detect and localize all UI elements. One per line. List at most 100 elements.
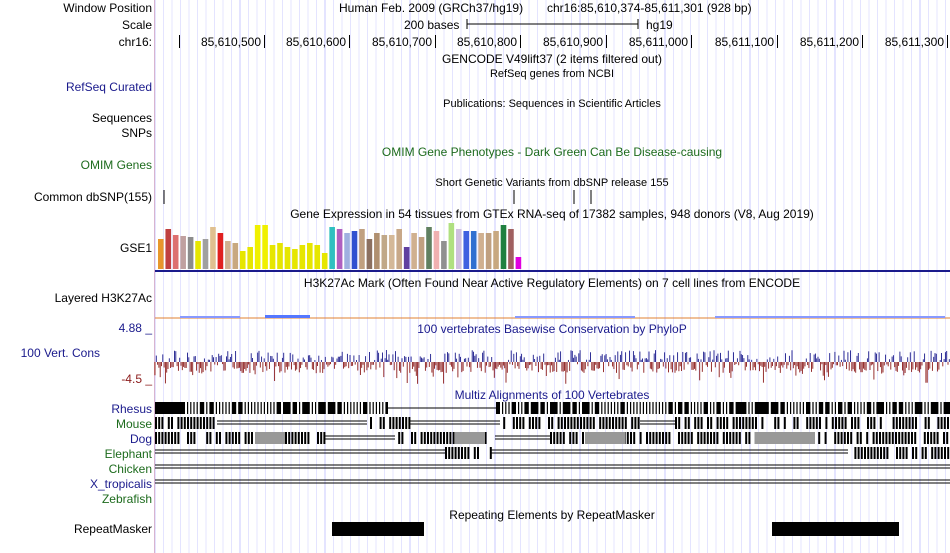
gtex-tissue-bar[interactable] <box>225 241 231 269</box>
track-label-cons[interactable]: 100 Vert. Cons <box>20 346 100 360</box>
gtex-tissue-bar[interactable] <box>307 243 313 269</box>
ruler-tick <box>691 35 692 48</box>
gtex-tissue-bar[interactable] <box>321 253 328 269</box>
gtex-tissue-bar[interactable] <box>366 239 373 269</box>
ruler-tick-label: 85,611,100 <box>714 35 774 49</box>
ruler-tick <box>947 35 948 48</box>
track-title-omim[interactable]: OMIM Gene Phenotypes - Dark Green Can Be… <box>381 145 723 159</box>
gtex-tissue-bar[interactable] <box>232 243 239 269</box>
gtex-tissue-bar[interactable] <box>500 225 507 269</box>
phylop-max-label: 4.88 _ <box>118 321 152 335</box>
track-title-gencode[interactable]: GENCODE V49lift37 (2 items filtered out) <box>441 52 663 66</box>
gtex-tissue-bar[interactable] <box>403 247 410 269</box>
species-label-dog[interactable]: Dog <box>129 432 152 446</box>
gtex-tissue-bar[interactable] <box>493 231 499 269</box>
gtex-tissue-bar[interactable] <box>448 223 455 269</box>
gtex-tissue-bar[interactable] <box>299 245 306 269</box>
h3k27ac-peak <box>515 316 635 318</box>
track-label-common-dbsnp[interactable]: Common dbSNP(155) <box>33 190 152 204</box>
track-title-multiz[interactable]: Multiz Alignments of 100 Vertebrates <box>454 388 650 402</box>
label-window-position[interactable]: Window Position <box>63 1 152 15</box>
gtex-tissue-bar[interactable] <box>314 245 321 269</box>
gtex-tissue-bar[interactable] <box>336 229 343 269</box>
track-label-gse1[interactable]: GSE1 <box>119 241 152 255</box>
gtex-tissue-bar[interactable] <box>277 243 283 269</box>
gtex-tissue-bar[interactable] <box>344 233 350 269</box>
track-title-publications[interactable]: Publications: Sequences in Scientific Ar… <box>443 98 661 110</box>
ruler-tick <box>606 35 607 48</box>
gtex-tissue-bar[interactable] <box>485 233 492 269</box>
gtex-tissue-bar[interactable] <box>508 229 514 269</box>
species-label-mouse[interactable]: Mouse <box>115 417 152 431</box>
track-title-dbsnp[interactable]: Short Genetic Variants from dbSNP releas… <box>435 177 669 189</box>
track-label-repeatmasker[interactable]: RepeatMasker <box>73 522 152 536</box>
h3k27ac-peak <box>715 316 945 318</box>
track-label-snps[interactable]: SNPs <box>121 126 152 140</box>
track-label-omim[interactable]: OMIM Genes <box>80 158 152 172</box>
track-title-refseq[interactable]: RefSeq genes from NCBI <box>489 68 615 80</box>
gtex-tissue-bar[interactable] <box>210 227 216 269</box>
gtex-bar-chart[interactable] <box>155 222 950 274</box>
gtex-tissue-bar[interactable] <box>262 225 268 269</box>
ruler-tick <box>777 35 778 48</box>
gtex-tissue-bar[interactable] <box>247 247 253 269</box>
species-label-xtropicalis[interactable]: X_tropicalis <box>89 477 152 491</box>
gtex-tissue-bar[interactable] <box>388 235 395 269</box>
label-chrom[interactable]: chr16: <box>118 35 152 49</box>
h3k27ac-signal[interactable] <box>155 310 950 322</box>
gtex-tissue-bar[interactable] <box>165 229 172 269</box>
gtex-tissue-bar[interactable] <box>187 237 194 269</box>
gtex-tissue-bar[interactable] <box>195 241 201 269</box>
gtex-tissue-bar[interactable] <box>441 241 447 269</box>
gtex-tissue-bar[interactable] <box>456 229 462 269</box>
gtex-tissue-bar[interactable] <box>217 233 224 269</box>
species-label-elephant[interactable]: Elephant <box>104 447 152 461</box>
gtex-tissue-bar[interactable] <box>292 249 298 269</box>
gtex-tissue-bar[interactable] <box>284 247 291 269</box>
gtex-tissue-bar[interactable] <box>158 239 164 269</box>
gtex-tissue-bar[interactable] <box>470 231 477 269</box>
ruler-tick <box>349 35 350 48</box>
dbsnp-variants[interactable] <box>160 188 950 206</box>
gtex-tissue-bar[interactable] <box>396 229 402 269</box>
track-label-h3k27ac[interactable]: Layered H3K27Ac <box>54 291 152 305</box>
gtex-tissue-bar[interactable] <box>463 231 470 269</box>
gtex-tissue-bar[interactable] <box>426 227 432 269</box>
h3k27ac-peak <box>265 315 310 318</box>
gtex-tissue-bar[interactable] <box>418 237 425 269</box>
gtex-tissue-bar[interactable] <box>374 233 380 269</box>
track-title-h3k27ac[interactable]: H3K27Ac Mark (Often Found Near Active Re… <box>303 276 801 290</box>
track-title-repeats[interactable]: Repeating Elements by RepeatMasker <box>449 508 655 522</box>
gtex-tissue-bar[interactable] <box>351 231 358 269</box>
gtex-tissue-bar[interactable] <box>433 231 440 269</box>
track-title-gtex[interactable]: Gene Expression in 54 tissues from GTEx … <box>290 207 814 221</box>
ruler-tick <box>520 35 521 48</box>
track-label-sequences[interactable]: Sequences <box>91 111 152 125</box>
species-label-zebrafish[interactable]: Zebrafish <box>101 492 152 506</box>
gtex-tissue-bar[interactable] <box>359 229 365 269</box>
ruler-tick-label: 85,610,700 <box>371 35 432 49</box>
gtex-tissue-bar[interactable] <box>411 233 417 269</box>
repeatmasker-blocks[interactable] <box>155 520 950 540</box>
gtex-tissue-bar[interactable] <box>239 251 246 269</box>
gtex-tissue-bar[interactable] <box>254 225 261 269</box>
species-label-chicken[interactable]: Chicken <box>108 462 152 476</box>
gtex-tissue-bar[interactable] <box>478 233 484 269</box>
gtex-tissue-bar[interactable] <box>269 245 276 269</box>
ruler-tick-label: 85,610,800 <box>456 35 517 49</box>
phylop-wiggle[interactable] <box>154 338 950 386</box>
h3k27ac-peak <box>180 316 240 318</box>
track-label-refseq[interactable]: RefSeq Curated <box>65 80 152 94</box>
gtex-tissue-bar[interactable] <box>180 236 186 269</box>
gtex-tissue-bar[interactable] <box>172 235 179 269</box>
multiz-alignments[interactable] <box>155 400 950 500</box>
species-label-rhesus[interactable]: Rhesus <box>111 402 152 416</box>
gtex-tissue-bar[interactable] <box>515 257 522 269</box>
track-title-phylop[interactable]: 100 vertebrates Basewise Conservation by… <box>417 322 687 336</box>
ruler-tick-label: 85,611,000 <box>628 35 688 49</box>
label-scale[interactable]: Scale <box>121 18 152 32</box>
gtex-tissue-bar[interactable] <box>381 235 388 269</box>
gtex-tissue-bar[interactable] <box>329 227 335 269</box>
ruler-tick-label: 85,610,600 <box>285 35 346 49</box>
gtex-tissue-bar[interactable] <box>202 239 209 269</box>
